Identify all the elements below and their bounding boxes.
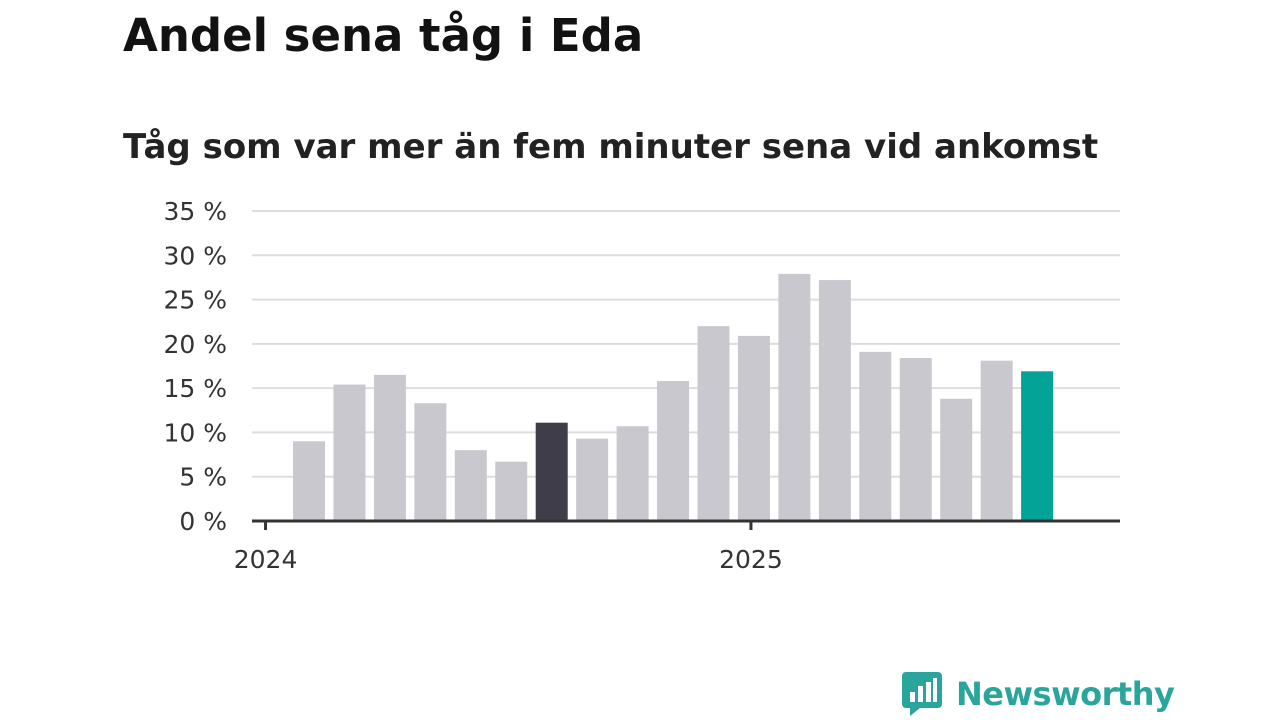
bar — [778, 273, 811, 521]
bar — [293, 441, 325, 521]
y-tick-label: 35 % — [163, 197, 227, 226]
bar — [697, 326, 730, 521]
chart-title: Andel sena tåg i Eda — [123, 9, 644, 62]
bar — [454, 450, 487, 521]
y-tick-label: 15 % — [163, 374, 227, 403]
y-tick-label: 10 % — [163, 418, 227, 447]
newsworthy-logo: Newsworthy — [902, 672, 1175, 716]
bar — [859, 351, 892, 521]
bar — [899, 358, 932, 521]
bar — [495, 461, 528, 521]
bar — [576, 438, 609, 521]
bar — [373, 374, 406, 521]
bar — [535, 422, 568, 521]
bar — [414, 403, 447, 521]
x-tick-label: 2025 — [719, 545, 783, 574]
y-tick-label: 20 % — [163, 330, 227, 359]
bar — [333, 384, 366, 521]
y-tick-label: 0 % — [179, 507, 227, 536]
bar — [818, 280, 851, 521]
bar — [940, 398, 973, 521]
y-tick-label: 30 % — [163, 241, 227, 270]
bar — [1021, 371, 1054, 521]
bar — [980, 360, 1013, 521]
chart-subtitle: Tåg som var mer än fem minuter sena vid … — [123, 127, 1099, 167]
bar — [737, 335, 770, 521]
bar-chart-speech-bubble-icon — [902, 672, 942, 716]
y-tick-label: 5 % — [179, 463, 227, 492]
bar — [657, 381, 690, 521]
brand-name: Newsworthy — [956, 675, 1175, 713]
y-tick-label: 25 % — [163, 286, 227, 315]
bar — [616, 426, 649, 521]
x-tick-label: 2024 — [234, 545, 298, 574]
